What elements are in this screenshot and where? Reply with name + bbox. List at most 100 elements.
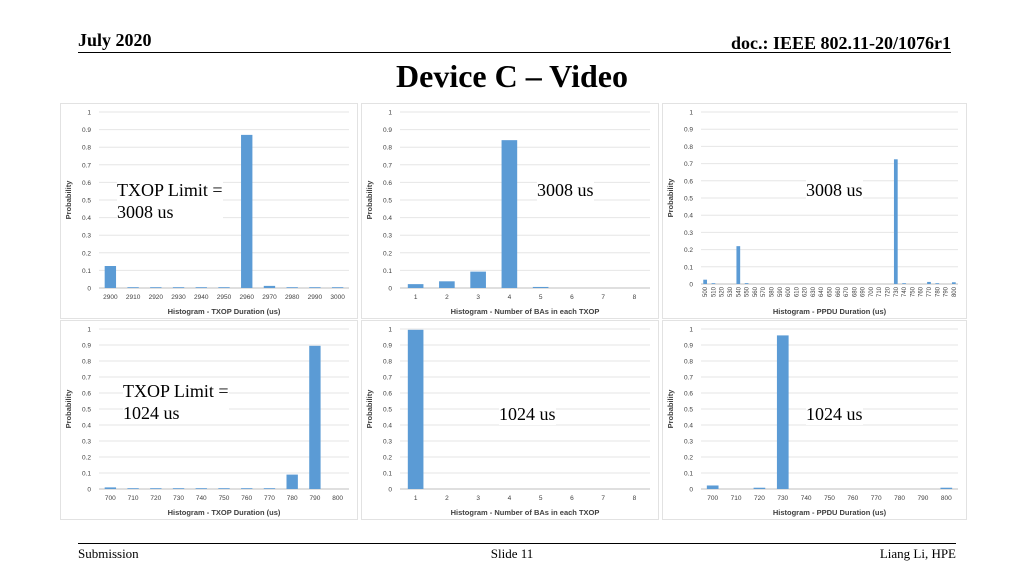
- x-tick-label: 690: [861, 286, 867, 297]
- annotation-txop-limit-3008: TXOP Limit = 3008 us: [117, 179, 223, 223]
- y-tick-label: 0.7: [684, 375, 693, 382]
- y-tick-label: 0.3: [684, 230, 693, 237]
- x-tick-label: 2980: [285, 294, 300, 301]
- x-tick-label: 780: [287, 495, 298, 502]
- x-tick-label: 790: [918, 495, 929, 502]
- x-tick-label: 730: [894, 286, 900, 297]
- y-tick-label: 0.3: [82, 233, 91, 240]
- x-tick-label: 760: [847, 495, 858, 502]
- x-tick-label: 2900: [103, 294, 118, 301]
- x-tick-label: 8: [633, 294, 637, 301]
- x-tick-label: 710: [731, 495, 742, 502]
- y-tick-label: 0.3: [684, 439, 693, 446]
- bar: [331, 287, 344, 288]
- x-tick-label: 510: [711, 286, 717, 297]
- y-tick-label: 0.5: [383, 198, 392, 205]
- x-tick-label: 720: [150, 495, 161, 502]
- annotation-ppdu-3008: 3008 us: [806, 179, 863, 201]
- header-divider: [78, 52, 951, 53]
- y-tick-label: 0.7: [82, 162, 91, 169]
- bar: [951, 282, 956, 284]
- y-tick-label: 0.1: [684, 471, 693, 478]
- x-tick-label: 750: [910, 286, 916, 297]
- footer-submission: Submission: [78, 546, 139, 561]
- x-tick-label: 740: [801, 495, 812, 502]
- bar: [150, 488, 162, 489]
- y-tick-label: 0.9: [82, 343, 91, 350]
- annotation-ba-1024: 1024 us: [499, 403, 556, 425]
- x-tick-label: 2: [445, 294, 449, 301]
- x-tick-label: 660: [836, 286, 842, 297]
- footer-author: Liang Li, HPE: [879, 546, 956, 561]
- x-tick-label: 630: [811, 286, 817, 297]
- x-tick-label: 7: [601, 495, 605, 502]
- y-tick-label: 0.8: [82, 145, 91, 152]
- chart-svg: 0 0.1 0.2 0.3 0.4 0.5 0.6 0.7 0.8 0.9 1 500 510 520 53…: [666, 110, 958, 316]
- bar: [172, 488, 185, 489]
- x-axis-label: Histogram - Number of BAs in each TXOP: [451, 307, 600, 316]
- x-tick-label: 700: [707, 495, 718, 502]
- bar: [172, 287, 185, 288]
- x-tick-label: 4: [508, 294, 512, 301]
- x-tick-label: 6: [570, 495, 574, 502]
- footer-slide-number: Slide 11: [490, 546, 534, 561]
- x-tick-label: 670: [844, 286, 850, 297]
- x-axis-label: Histogram - Number of BAs in each TXOP: [451, 508, 600, 517]
- x-tick-label: 3000: [330, 294, 345, 301]
- y-tick-label: 0.9: [82, 127, 91, 134]
- x-tick-label: 550: [745, 286, 751, 297]
- y-tick-label: 0.5: [684, 407, 693, 414]
- y-tick-label: 0.5: [383, 407, 392, 414]
- y-tick-label: 0.2: [684, 247, 693, 254]
- annotation-line: TXOP Limit =: [123, 381, 229, 401]
- y-tick-label: 0.2: [82, 455, 91, 462]
- bar: [263, 285, 276, 288]
- x-tick-label: 650: [828, 286, 834, 297]
- x-tick-label: 2920: [149, 294, 164, 301]
- y-tick-label: 0.5: [82, 407, 91, 414]
- x-tick-label: 5: [539, 495, 543, 502]
- x-tick-label: 680: [852, 286, 858, 297]
- x-tick-label: 620: [803, 286, 809, 297]
- y-tick-label: 0.6: [383, 391, 392, 398]
- x-axis-label: Histogram - TXOP Duration (us): [168, 508, 281, 517]
- y-tick-label: 0.3: [383, 439, 392, 446]
- bar: [407, 329, 424, 489]
- chart-ba-count-3008: 0 0.1 0.2 0.3 0.4 0.5 0.6 0.7 0.8 0.9 1 1 2 3 4 5 6 7 8 His…: [361, 103, 659, 319]
- x-tick-label: 770: [927, 286, 933, 297]
- x-tick-label: 770: [264, 495, 275, 502]
- annotation-line: 3008 us: [117, 202, 174, 222]
- y-tick-label: 0: [87, 487, 91, 494]
- x-tick-label: 780: [894, 495, 905, 502]
- x-tick-label: 2: [445, 495, 449, 502]
- bar: [150, 287, 162, 288]
- x-tick-label: 720: [886, 286, 892, 297]
- bar: [104, 266, 117, 288]
- x-tick-label: 2970: [262, 294, 277, 301]
- x-tick-label: 5: [539, 294, 543, 301]
- bar: [286, 474, 298, 489]
- bar: [241, 488, 253, 489]
- annotation-txop-limit-1024: TXOP Limit = 1024 us: [123, 380, 229, 424]
- annotation-line: 1024 us: [123, 403, 180, 423]
- chart-svg: 0 0.1 0.2 0.3 0.4 0.5 0.6 0.7 0.8 0.9 1 700 710 720 73…: [666, 327, 958, 517]
- y-tick-label: 0: [388, 487, 392, 494]
- x-tick-label: 800: [952, 286, 958, 297]
- y-tick-label: 0: [689, 282, 693, 289]
- x-tick-label: 730: [173, 495, 184, 502]
- bar: [263, 488, 276, 489]
- x-tick-label: 590: [778, 286, 784, 297]
- x-tick-label: 2940: [194, 294, 209, 301]
- x-tick-label: 600: [786, 286, 792, 297]
- y-tick-label: 0.4: [82, 423, 91, 430]
- y-tick-label: 0: [388, 286, 392, 293]
- y-tick-label: 0.2: [383, 455, 392, 462]
- y-tick-label: 0.1: [684, 264, 693, 271]
- y-tick-label: 0.4: [684, 423, 693, 430]
- x-tick-label: 2990: [308, 294, 323, 301]
- x-axis-label: Histogram - TXOP Duration (us): [168, 307, 281, 316]
- bar: [407, 284, 424, 288]
- annotation-ba-3008: 3008 us: [537, 179, 594, 201]
- y-tick-label: 1: [388, 327, 392, 334]
- y-tick-label: 0.9: [383, 127, 392, 134]
